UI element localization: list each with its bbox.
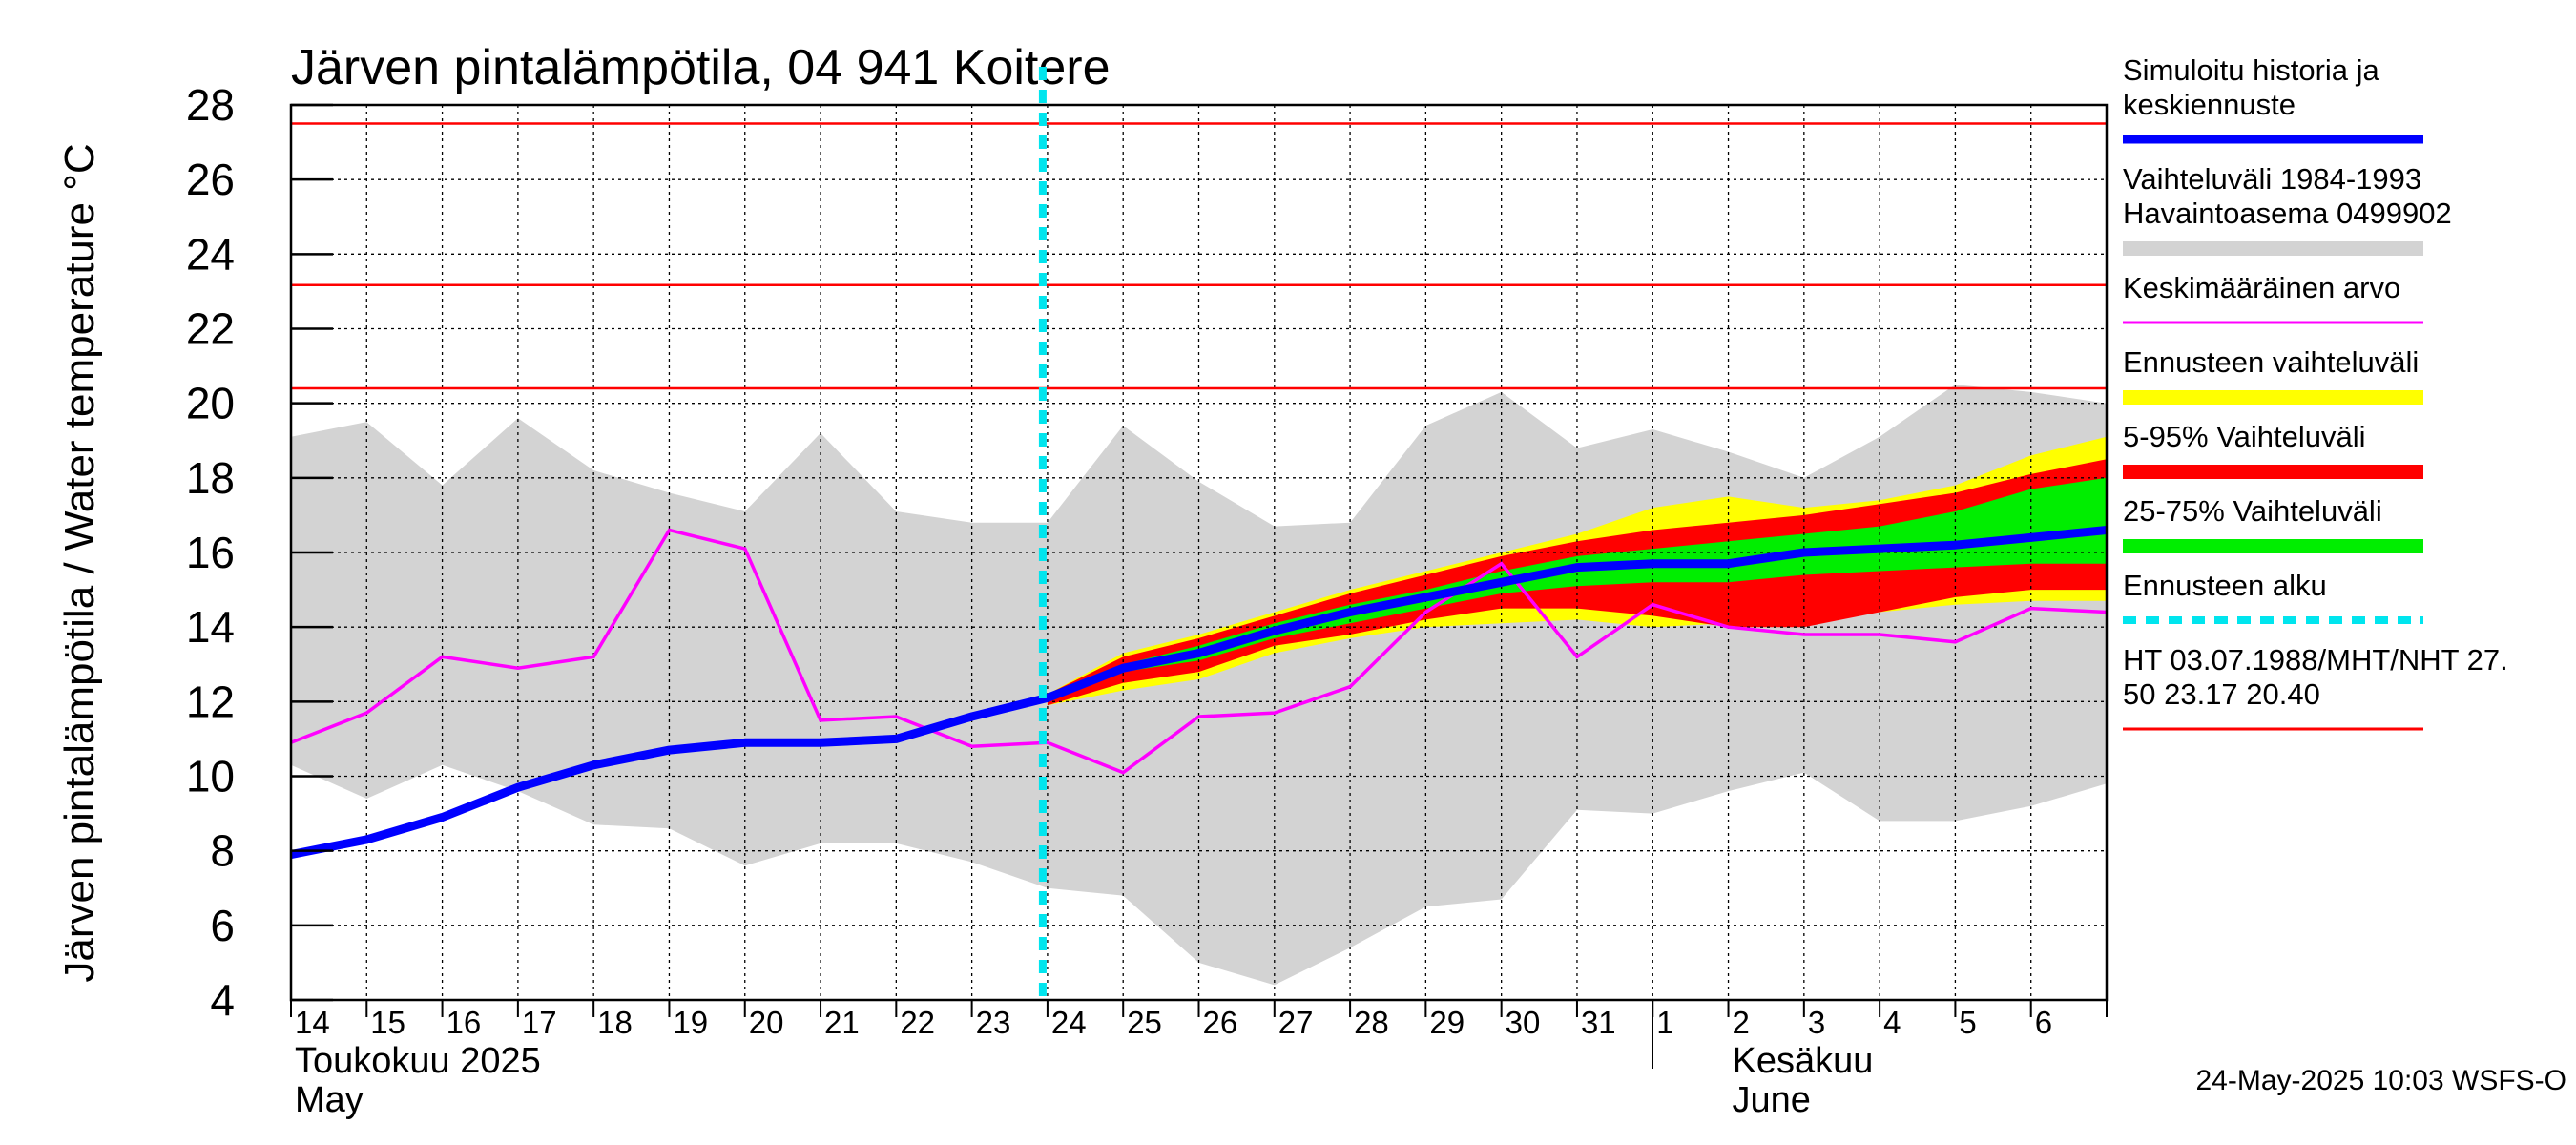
x-tick-label: 31 [1581,1005,1616,1040]
legend-label: Ennusteen alku [2123,569,2327,602]
y-tick-label: 8 [210,826,235,876]
plot-area [289,67,2109,1002]
legend-item: 25-75% Vaihteluväli [2123,494,2423,553]
month-label-en: June [1733,1080,1811,1120]
x-tick-label: 29 [1429,1005,1465,1040]
y-tick-label: 16 [186,528,235,577]
x-tick-label: 16 [447,1005,482,1040]
x-tick-label: 20 [749,1005,784,1040]
timestamp-footer: 24-May-2025 10:03 WSFS-O [2196,1065,2567,1096]
legend-label: Simuloitu historia ja [2123,53,2380,87]
x-tick-label: 17 [522,1005,557,1040]
y-tick-label: 24 [186,229,235,279]
x-tick-label: 5 [1959,1005,1976,1040]
y-tick-label: 20 [186,379,235,428]
x-tick-label: 23 [976,1005,1011,1040]
x-tick-label: 3 [1808,1005,1825,1040]
legend-item: Vaihteluväli 1984-1993 Havaintoasema 049… [2123,162,2452,256]
x-tick-label: 21 [824,1005,860,1040]
legend-label: keskiennuste [2123,88,2296,121]
y-tick-label: 6 [210,901,235,950]
x-axis: 14 15 16 17 18 19 20 21 22 23 24 25 26 27 28 29 30 31 1 2 3 4… [290,1000,2108,1120]
legend-swatch [2123,465,2423,479]
y-tick-label: 28 [186,80,235,130]
legend-item: Ennusteen vaihteluväli [2123,345,2423,405]
y-axis: 4 6 8 10 12 14 16 18 20 22 24 26 28 [186,80,333,1025]
legend-item: Keskimääräinen arvo [2123,271,2423,324]
x-tick-label: 30 [1506,1005,1541,1040]
grid [291,105,2107,1000]
legend-label: Keskimääräinen arvo [2123,271,2400,304]
x-tick-label: 1 [1656,1005,1673,1040]
y-tick-label: 12 [186,677,235,726]
x-tick-label: 25 [1127,1005,1162,1040]
x-tick-label: 4 [1883,1005,1901,1040]
legend-item: 5-95% Vaihteluväli [2123,420,2423,479]
x-tick-label: 15 [370,1005,405,1040]
legend-label: 5-95% Vaihteluväli [2123,420,2365,453]
x-tick-label: 2 [1733,1005,1750,1040]
month-label-en: May [295,1080,364,1120]
legend-label: HT 03.07.1988/MHT/NHT 27. [2123,643,2508,677]
simulated-line [290,526,2108,860]
legend-label: 50 23.17 20.40 [2123,677,2320,711]
month-label: Kesäkuu [1733,1041,1874,1081]
legend-label: Vaihteluväli 1984-1993 [2123,162,2421,196]
y-axis-label: Järven pintalämpötila / Water temperatur… [56,143,103,982]
y-tick-label: 4 [210,975,235,1025]
legend-label: Ennusteen vaihteluväli [2123,345,2419,379]
p25-75-band [1047,477,2107,702]
x-tick-label: 18 [597,1005,633,1040]
month-label: Toukokuu 2025 [295,1041,541,1081]
x-tick-label: 6 [2035,1005,2052,1040]
y-tick-label: 10 [186,752,235,802]
legend-item: Ennusteen alku [2123,569,2423,624]
legend-label: 25-75% Vaihteluväli [2123,494,2382,528]
chart-title: Järven pintalämpötila, 04 941 Koitere [291,40,1111,95]
legend-swatch [2123,539,2423,553]
legend-label: Havaintoasema 0499902 [2123,197,2452,230]
x-tick-label: 27 [1278,1005,1314,1040]
mean-line [290,528,2108,775]
legend-item: HT 03.07.1988/MHT/NHT 27.50 23.17 20.40 [2123,643,2508,731]
x-tick-label: 28 [1354,1005,1389,1040]
y-tick-label: 22 [186,304,235,354]
legend-swatch [2123,241,2423,256]
x-tick-label: 19 [673,1005,708,1040]
y-tick-label: 26 [186,155,235,204]
x-tick-label: 14 [295,1005,330,1040]
legend-swatch [2123,390,2423,405]
x-tick-label: 24 [1051,1005,1087,1040]
x-tick-label: 26 [1203,1005,1238,1040]
x-tick-label: 22 [900,1005,935,1040]
y-tick-label: 14 [186,602,235,652]
y-tick-label: 18 [186,453,235,503]
